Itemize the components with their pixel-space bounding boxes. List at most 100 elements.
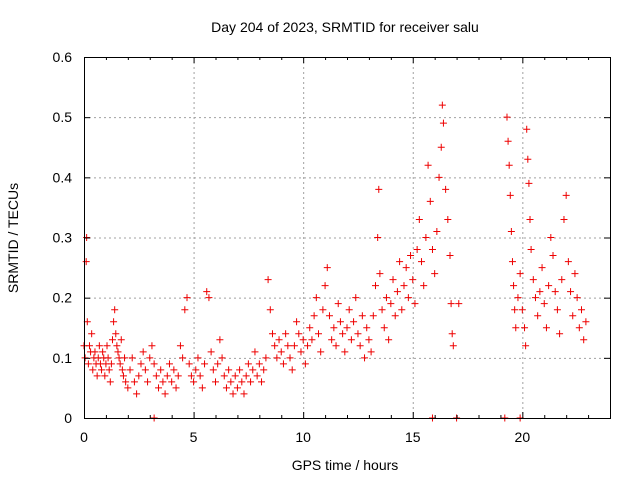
data-point	[273, 354, 281, 362]
data-point	[98, 366, 106, 374]
data-point	[420, 282, 428, 290]
data-point	[525, 179, 533, 187]
data-point	[266, 306, 274, 314]
data-point	[426, 197, 434, 205]
data-point	[542, 324, 550, 332]
data-point	[411, 300, 419, 308]
data-point	[103, 342, 111, 350]
data-point	[444, 215, 452, 223]
data-point	[161, 390, 169, 398]
data-point	[560, 215, 568, 223]
data-point	[523, 125, 531, 133]
data-point	[312, 294, 320, 302]
data-point	[504, 137, 512, 145]
data-point	[514, 294, 522, 302]
data-point	[231, 372, 239, 380]
x-axis-ticks: 0 5 10 15 20	[80, 57, 590, 445]
data-point	[306, 324, 314, 332]
data-point	[507, 227, 515, 235]
data-point	[549, 252, 557, 260]
data-point	[325, 312, 333, 320]
data-points	[80, 101, 590, 422]
data-point	[172, 384, 180, 392]
data-point	[282, 330, 290, 338]
x-axis-label: GPS time / hours	[292, 457, 399, 473]
data-point	[538, 264, 546, 272]
data-point	[562, 191, 570, 199]
y-tick-label: 0.3	[53, 230, 73, 246]
data-point	[205, 294, 213, 302]
data-point	[580, 336, 588, 344]
data-point	[82, 258, 90, 266]
data-point	[275, 336, 283, 344]
x-tick-label: 20	[515, 429, 531, 445]
data-point	[437, 143, 445, 151]
data-point	[321, 282, 329, 290]
data-point	[506, 191, 514, 199]
data-point	[391, 312, 399, 320]
data-point	[424, 161, 432, 169]
data-point	[385, 336, 393, 344]
data-point	[529, 276, 537, 284]
data-point	[242, 372, 250, 380]
data-point	[402, 264, 410, 272]
data-point	[531, 294, 539, 302]
data-point	[375, 185, 383, 193]
data-point	[238, 378, 246, 386]
data-point	[233, 384, 241, 392]
data-point	[227, 378, 235, 386]
data-point	[286, 354, 294, 362]
data-point	[534, 312, 542, 320]
data-point	[387, 300, 395, 308]
data-point	[279, 360, 287, 368]
x-tick-label: 15	[405, 429, 421, 445]
data-point	[455, 300, 463, 308]
data-point	[220, 372, 228, 380]
data-point	[363, 324, 371, 332]
y-tick-label: 0.6	[53, 49, 73, 65]
data-point	[116, 360, 124, 368]
data-point	[356, 342, 364, 350]
data-point	[578, 306, 586, 314]
data-point	[524, 155, 532, 163]
data-point	[553, 306, 561, 314]
y-axis-ticks: 0 0.1 0.2 0.3 0.4 0.5 0.6	[53, 49, 610, 426]
data-point	[382, 294, 390, 302]
data-point	[409, 276, 417, 284]
data-point	[505, 161, 513, 169]
data-point	[216, 336, 224, 344]
data-point	[196, 372, 204, 380]
data-point	[558, 276, 566, 284]
data-point	[118, 366, 126, 374]
data-point	[540, 300, 548, 308]
data-point	[249, 366, 257, 374]
data-point	[163, 372, 171, 380]
data-point	[446, 252, 454, 260]
data-point	[114, 348, 122, 356]
data-point	[413, 246, 421, 254]
data-point	[284, 342, 292, 350]
data-point	[508, 258, 516, 266]
data-point	[85, 342, 93, 350]
data-point	[547, 234, 555, 241]
data-point	[81, 354, 89, 362]
data-point	[365, 336, 373, 344]
data-point	[107, 360, 115, 368]
data-point	[174, 372, 182, 380]
data-point	[315, 330, 323, 338]
data-point	[159, 378, 167, 386]
data-point	[319, 306, 327, 314]
data-point	[236, 366, 244, 374]
data-point	[339, 330, 347, 338]
data-point	[222, 384, 230, 392]
data-point	[146, 354, 154, 362]
grid-lines	[84, 57, 610, 418]
data-point	[84, 360, 92, 368]
data-point	[435, 173, 443, 181]
y-tick-label: 0	[64, 410, 72, 426]
data-point	[126, 366, 134, 374]
data-point	[179, 354, 187, 362]
data-point	[510, 282, 518, 290]
data-point	[255, 360, 263, 368]
